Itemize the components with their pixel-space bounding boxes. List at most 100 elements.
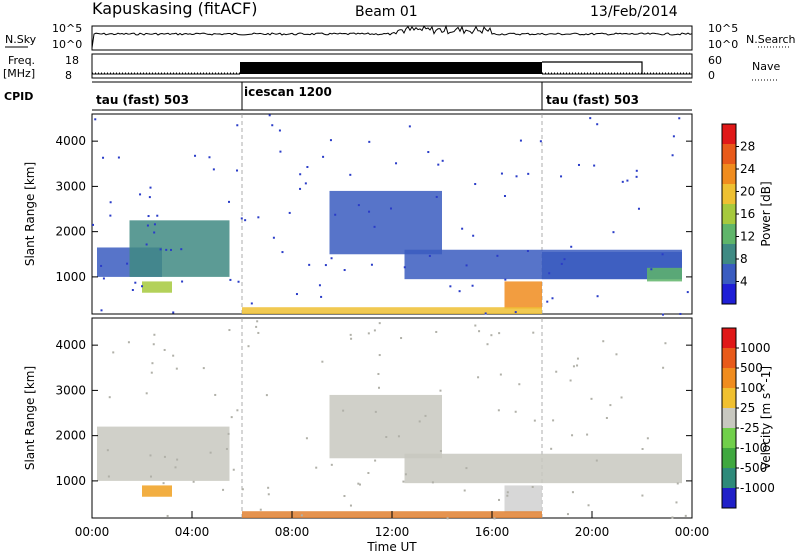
echo-speckle bbox=[378, 354, 381, 357]
echo-speckle bbox=[279, 150, 282, 153]
echo-region bbox=[329, 190, 442, 255]
echo-speckle bbox=[299, 187, 302, 190]
beam-title: Beam 01 bbox=[355, 4, 418, 20]
echo-speckle bbox=[306, 166, 309, 169]
echo-speckle bbox=[661, 253, 664, 256]
echo-speckle bbox=[595, 459, 598, 462]
echo-speckle bbox=[472, 234, 475, 237]
echo-speckle bbox=[165, 248, 168, 251]
echo-speckle bbox=[232, 468, 235, 471]
echo-speckle bbox=[349, 333, 352, 336]
echo-speckle bbox=[490, 334, 493, 337]
echo-speckle bbox=[684, 514, 687, 517]
echo-speckle bbox=[181, 280, 184, 283]
power-ylabel: Slant Range [km] bbox=[23, 162, 37, 266]
echo-speckle bbox=[676, 482, 679, 485]
echo-speckle bbox=[267, 493, 270, 496]
colorbar-tick-label: 1000 bbox=[740, 341, 771, 355]
echo-speckle bbox=[576, 364, 579, 367]
echo-speckle bbox=[374, 410, 377, 413]
echo-speckle bbox=[378, 322, 381, 325]
echo-speckle bbox=[551, 297, 554, 300]
echo-speckle bbox=[590, 397, 593, 400]
echo-speckle bbox=[208, 156, 211, 159]
echo-speckle bbox=[324, 264, 327, 267]
power-panel: 1000 2000 3000 4000 Slant Range [km] bbox=[23, 113, 693, 316]
nave-tick-top: 60 bbox=[708, 54, 722, 67]
echo-speckle bbox=[646, 437, 649, 440]
echo-speckle bbox=[330, 257, 333, 260]
colorbar-tick-label: -1000 bbox=[740, 481, 775, 495]
echo-region bbox=[142, 485, 172, 497]
echo-speckle bbox=[593, 164, 596, 167]
echo-speckle bbox=[109, 214, 112, 217]
echo-speckle bbox=[586, 433, 589, 436]
echo-speckle bbox=[572, 365, 575, 368]
echo-speckle bbox=[400, 337, 403, 340]
echo-speckle bbox=[563, 258, 566, 261]
echo-speckle bbox=[514, 410, 517, 413]
echo-speckle bbox=[180, 248, 183, 251]
echo-speckle bbox=[424, 414, 427, 417]
echo-speckle bbox=[153, 223, 156, 226]
echo-speckle bbox=[166, 514, 169, 517]
echo-speckle bbox=[134, 281, 137, 284]
echo-speckle bbox=[615, 353, 618, 356]
colorbar-swatch bbox=[722, 164, 736, 184]
echo-speckle bbox=[596, 123, 599, 126]
echo-speckle bbox=[526, 250, 529, 253]
colorbar-swatch bbox=[722, 184, 736, 204]
echo-speckle bbox=[484, 312, 487, 315]
echo-speckle bbox=[403, 266, 406, 269]
echo-speckle bbox=[321, 360, 324, 363]
echo-speckle bbox=[368, 210, 371, 213]
echo-speckle bbox=[527, 172, 530, 175]
echo-speckle bbox=[236, 169, 239, 172]
echo-speckle bbox=[349, 173, 352, 176]
nsearch-tick-top: 10^5 bbox=[708, 22, 738, 35]
echo-speckle bbox=[255, 325, 258, 328]
echo-speckle bbox=[465, 467, 468, 470]
echo-speckle bbox=[539, 140, 542, 143]
echo-speckle bbox=[662, 366, 665, 369]
colorbar-tick-label: -25 bbox=[740, 421, 760, 435]
echo-speckle bbox=[334, 213, 337, 216]
echo-speckle bbox=[265, 394, 268, 397]
echo-speckle bbox=[92, 223, 95, 226]
colorbar-swatch bbox=[722, 284, 736, 304]
echo-speckle bbox=[641, 448, 644, 451]
echo-speckle bbox=[499, 373, 502, 376]
echo-speckle bbox=[268, 114, 271, 117]
freq-label-line1: Freq. bbox=[8, 54, 35, 67]
x-tick-label: 04:00 bbox=[175, 525, 210, 539]
echo-speckle bbox=[322, 155, 325, 158]
echo-region bbox=[504, 281, 542, 309]
echo-speckle bbox=[267, 486, 270, 489]
echo-speckle bbox=[222, 488, 225, 491]
echo-speckle bbox=[350, 337, 353, 340]
time-axis: 00:00 04:00 08:00 12:00 16:00 20:00 00:00 bbox=[75, 511, 709, 539]
echo-speckle bbox=[227, 432, 230, 435]
echo-speckle bbox=[271, 124, 274, 127]
echo-speckle bbox=[515, 175, 518, 178]
echo-speckle bbox=[395, 162, 398, 165]
echo-speckle bbox=[650, 268, 653, 271]
echo-speckle bbox=[474, 324, 477, 327]
echo-speckle bbox=[587, 504, 590, 507]
echo-speckle bbox=[343, 495, 346, 498]
nsky-label: N.Sky bbox=[5, 33, 37, 46]
echo-speckle bbox=[560, 262, 563, 265]
echo-speckle bbox=[304, 182, 307, 185]
echo-speckle bbox=[318, 284, 321, 287]
echo-speckle bbox=[478, 330, 481, 333]
echo-speckle bbox=[192, 480, 195, 483]
echo-speckle bbox=[94, 118, 97, 121]
x-tick-label: 08:00 bbox=[275, 525, 310, 539]
echo-speckle bbox=[571, 491, 574, 494]
x-tick-label: 16:00 bbox=[475, 525, 510, 539]
colorbar-tick-label: 16 bbox=[740, 207, 755, 221]
echo-speckle bbox=[671, 516, 674, 519]
echo-speckle bbox=[555, 370, 558, 373]
y-tick-label: 1000 bbox=[55, 474, 86, 488]
colorbar-tick-label: 20 bbox=[740, 185, 755, 199]
